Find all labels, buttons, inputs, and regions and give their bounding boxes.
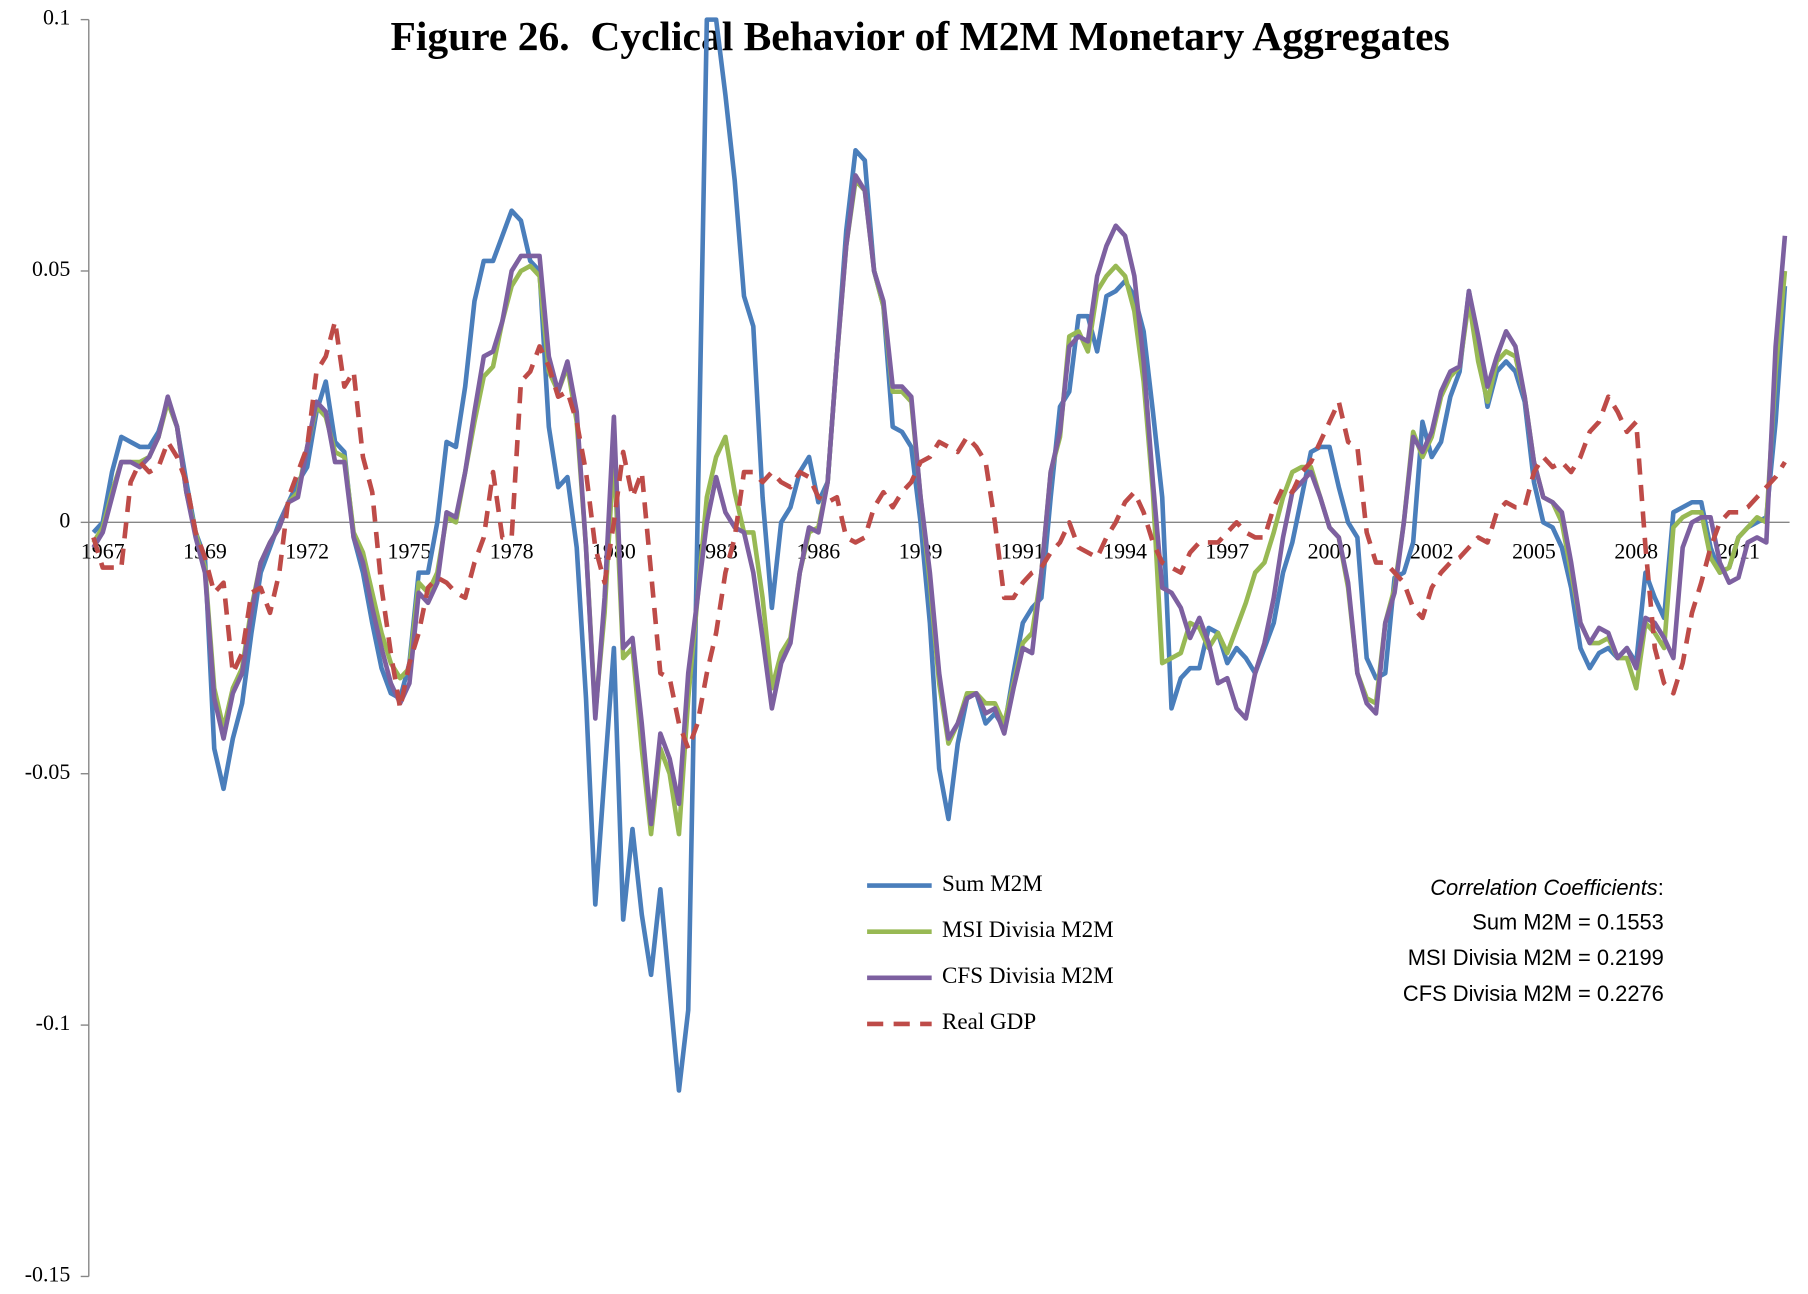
x-tick-label: 1972 bbox=[285, 539, 329, 564]
legend-label: Sum M2M bbox=[942, 870, 1043, 896]
legend-label: CFS Divisia M2M bbox=[942, 962, 1114, 988]
annotation-heading-text: Correlation Coefficients bbox=[1430, 875, 1658, 900]
chart-title: Figure 26. Cyclical Behavior of M2M Mone… bbox=[391, 13, 1450, 59]
y-tick-label: -0.1 bbox=[36, 1010, 71, 1035]
x-tick-label: 2002 bbox=[1410, 539, 1454, 564]
x-tick-label: 2005 bbox=[1512, 539, 1556, 564]
x-tick-label: 1978 bbox=[490, 539, 534, 564]
y-tick-label: 0.1 bbox=[43, 5, 70, 30]
annotation-line: MSI Divisia M2M = 0.2199 bbox=[1408, 945, 1664, 970]
y-tick-label: -0.15 bbox=[25, 1261, 71, 1286]
x-tick-label: 1967 bbox=[81, 539, 125, 564]
legend-label: Real GDP bbox=[942, 1008, 1036, 1034]
x-tick-label: 2008 bbox=[1614, 539, 1658, 564]
series-line bbox=[91, 173, 1788, 827]
x-tick-label: 1991 bbox=[1001, 539, 1045, 564]
x-tick-label: 1975 bbox=[388, 539, 432, 564]
series-line bbox=[91, 318, 1787, 751]
annotation-heading-suffix: : bbox=[1658, 875, 1664, 900]
legend-label: MSI Divisia M2M bbox=[942, 916, 1114, 942]
annotation-line: Sum M2M = 0.1553 bbox=[1472, 909, 1664, 934]
y-tick-label: 0.05 bbox=[32, 256, 70, 281]
annotation-heading: Correlation Coefficients: bbox=[1430, 875, 1664, 900]
x-tick-label: 1994 bbox=[1103, 539, 1147, 564]
annotation-line: CFS Divisia M2M = 0.2276 bbox=[1403, 981, 1664, 1006]
y-tick-label: -0.05 bbox=[25, 759, 71, 784]
y-tick-label: 0 bbox=[59, 507, 70, 532]
series-line bbox=[91, 17, 1788, 1093]
